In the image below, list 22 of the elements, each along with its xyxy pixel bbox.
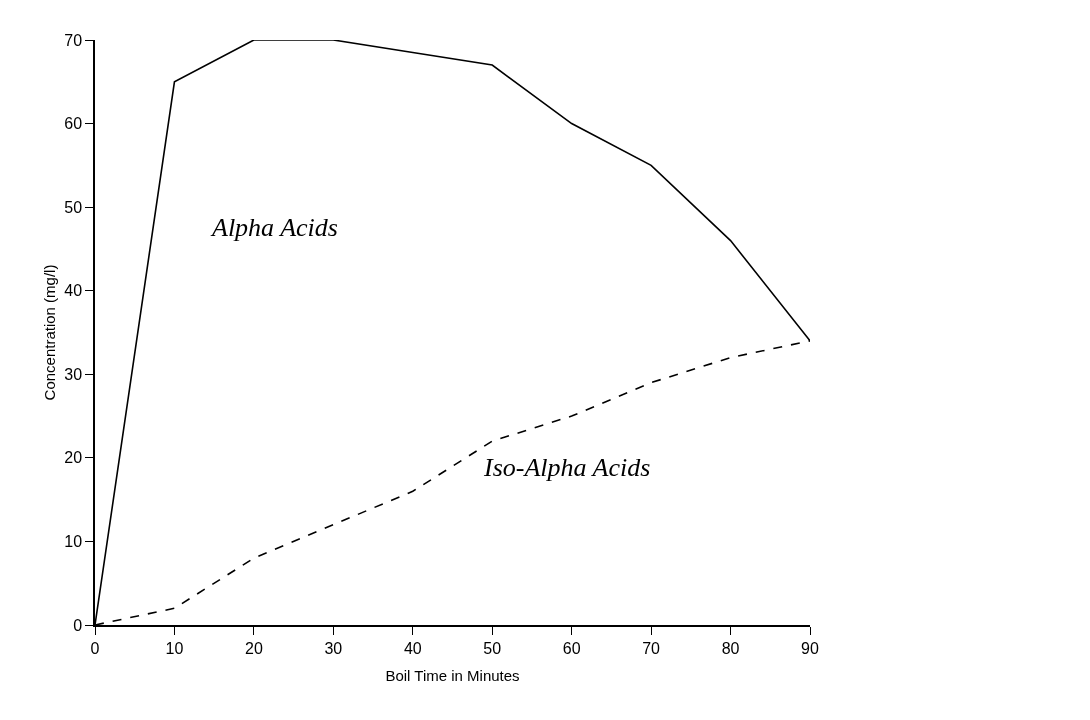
- x-tick-label: 20: [244, 639, 263, 657]
- y-tick-label: 60: [64, 115, 83, 133]
- y-axis-title: Concentration (mg/l): [40, 264, 58, 401]
- x-axis-title: Boil Time in Minutes: [385, 666, 520, 684]
- y-tick-label: 40: [64, 282, 83, 300]
- x-tick-label: 80: [721, 639, 740, 657]
- text: Alpha Acids: [210, 213, 338, 242]
- y-tick-label: 50: [64, 198, 83, 216]
- x-tick-label: 40: [403, 639, 422, 657]
- y-tick-label: 70: [64, 31, 83, 49]
- y-tick-label: 10: [64, 533, 83, 551]
- x-tick-label: 90: [801, 639, 819, 657]
- x-tick-label: 60: [562, 639, 581, 657]
- x-tick-label: 50: [483, 639, 502, 657]
- y-tick-label: 20: [64, 449, 83, 467]
- y-tick-label: 30: [64, 365, 83, 383]
- x-tick-label: 30: [324, 639, 343, 657]
- y-tick-label: 0: [73, 616, 83, 634]
- x-tick-label: 10: [165, 639, 184, 657]
- series-label: Iso-Alpha Acids: [483, 453, 651, 482]
- x-tick-label: 70: [642, 639, 661, 657]
- x-tick-label: 0: [90, 639, 100, 657]
